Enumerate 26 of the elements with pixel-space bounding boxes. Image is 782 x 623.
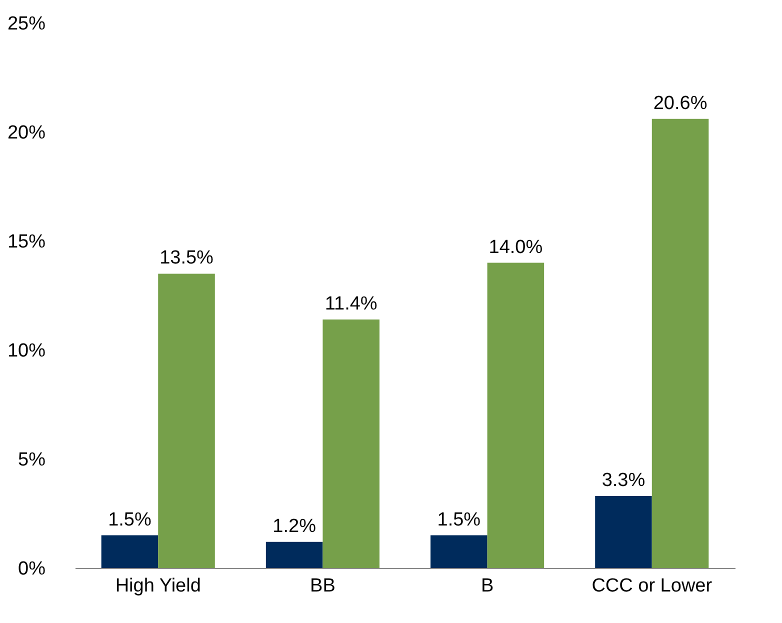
y-tick-label: 10% — [7, 340, 46, 362]
bar — [322, 319, 380, 568]
y-tick-label: 25% — [7, 14, 46, 34]
data-label: 1.2% — [272, 516, 316, 537]
bar — [652, 118, 709, 568]
data-label: 11.4% — [324, 293, 378, 314]
data-label: 13.5% — [160, 248, 214, 269]
x-tick-label: High Yield — [115, 576, 201, 596]
bar — [595, 496, 652, 568]
bar — [158, 274, 215, 568]
bar — [266, 542, 323, 568]
bar — [487, 262, 544, 568]
y-tick-label: 15% — [7, 232, 46, 252]
x-tick-label: B — [480, 576, 494, 596]
y-tick-label: 0% — [18, 558, 46, 580]
y-tick-label: 20% — [7, 122, 46, 144]
data-label: 3.3% — [602, 470, 646, 492]
x-tick-label: BB — [310, 576, 336, 596]
data-label: 1.5% — [437, 509, 481, 530]
x-tick-label: CCC or Lower — [592, 576, 713, 596]
data-label: 1.5% — [108, 509, 152, 530]
y-tick-label: 5% — [18, 450, 46, 470]
bar — [101, 535, 158, 568]
data-label: 14.0% — [488, 236, 543, 258]
bar — [430, 535, 488, 568]
data-label: 20.6% — [653, 92, 708, 114]
